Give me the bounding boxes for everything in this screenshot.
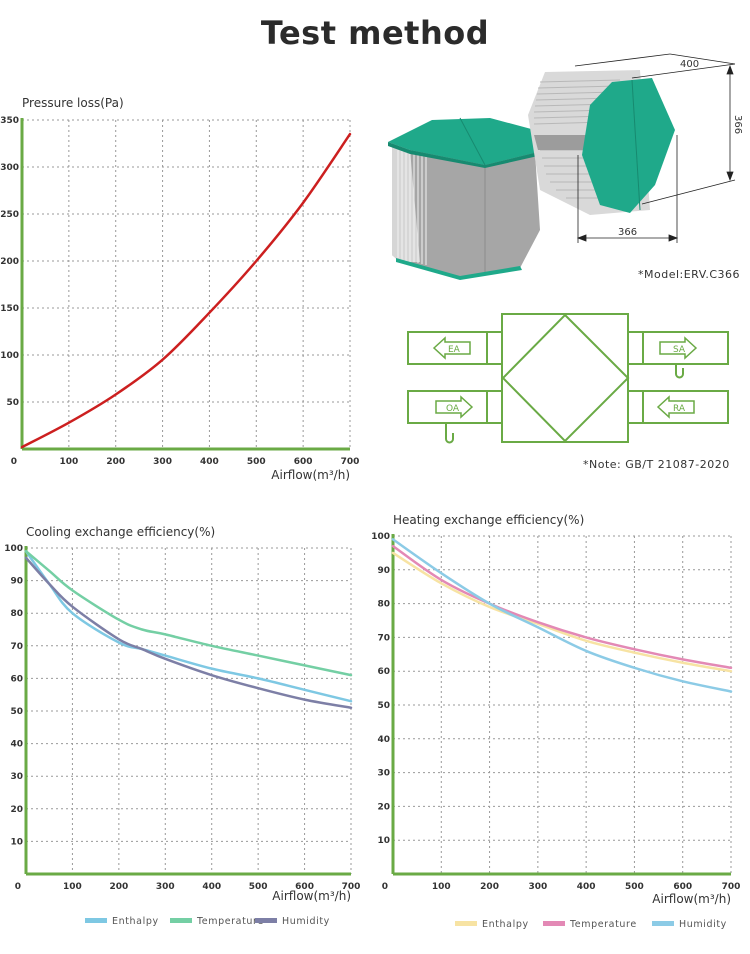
dim-width-label: 366 (618, 227, 637, 238)
series-line-humidity (391, 538, 733, 693)
y-tick-label: 60 (377, 667, 390, 677)
x-tick-label: 200 (106, 457, 125, 467)
legend-swatch (543, 921, 565, 926)
series-line-enthalpy (24, 550, 353, 703)
y-tick-label: 350 (0, 116, 19, 126)
legend-label: Temperature (196, 916, 264, 927)
x-tick-label: 100 (432, 882, 451, 892)
return-air-label: RA (673, 404, 686, 414)
legend-swatch (170, 918, 192, 923)
page-title: Test method (260, 14, 490, 52)
x-tick-label: 700 (722, 882, 741, 892)
outdoor-air-label: OA (446, 404, 460, 414)
x-tick-label: 0 (11, 457, 17, 467)
heat-exchanger-illustration: 400 366 366 (388, 53, 743, 280)
y-tick-label: 70 (377, 633, 390, 643)
x-tick-label: 400 (200, 457, 219, 467)
legend-swatch (255, 918, 277, 923)
y-tick-label: 50 (6, 398, 19, 408)
x-tick-label: 700 (341, 457, 360, 467)
legend-label: Enthalpy (482, 919, 529, 930)
chart-title: Cooling exchange efficiency(%) (26, 525, 215, 539)
y-tick-label: 90 (377, 566, 390, 576)
y-tick-label: 250 (0, 210, 19, 220)
x-tick-label: 400 (202, 882, 221, 892)
chart-title: Pressure loss(Pa) (22, 96, 124, 110)
dimension-lines (574, 53, 736, 243)
x-tick-label: 300 (156, 882, 175, 892)
legend-swatch (652, 921, 674, 926)
y-tick-label: 10 (10, 837, 23, 847)
y-tick-label: 90 (10, 577, 23, 587)
y-tick-label: 200 (0, 257, 19, 267)
x-tick-label: 100 (59, 457, 78, 467)
legend-label: Enthalpy (112, 916, 159, 927)
y-tick-label: 70 (10, 642, 23, 652)
y-tick-label: 40 (377, 735, 390, 745)
y-tick-label: 100 (4, 544, 23, 554)
y-tick-label: 40 (10, 740, 23, 750)
x-tick-label: 100 (63, 882, 82, 892)
y-tick-label: 30 (10, 772, 23, 782)
x-tick-label: 0 (15, 882, 21, 892)
legend-swatch (455, 921, 477, 926)
exhaust-air-label: EA (448, 345, 461, 355)
x-tick-label: 200 (109, 882, 128, 892)
x-tick-label: 0 (382, 882, 388, 892)
airflow-diagram: EA SA OA RA (407, 313, 729, 444)
standard-note: *Note: GB/T 21087-2020 (583, 458, 730, 471)
y-tick-label: 10 (377, 836, 390, 846)
legend-swatch (85, 918, 107, 923)
exchanger-core-rotated (528, 70, 675, 215)
x-tick-label: 600 (295, 882, 314, 892)
series-line-temperature (24, 550, 353, 677)
series-line-temperature (391, 544, 733, 670)
supply-air-label: SA (673, 345, 686, 355)
x-tick-label: 200 (480, 882, 499, 892)
x-tick-label: 500 (249, 882, 268, 892)
y-tick-label: 50 (10, 707, 23, 717)
x-tick-label: 500 (625, 882, 644, 892)
y-tick-label: 30 (377, 769, 390, 779)
series-line-humidity (24, 556, 353, 709)
y-tick-label: 80 (10, 609, 23, 619)
x-axis-label: Airflow(m³/h) (272, 889, 351, 903)
y-tick-label: 300 (0, 163, 19, 173)
dim-height-label: 366 (732, 115, 743, 134)
x-tick-label: 700 (342, 882, 361, 892)
legend-label: Humidity (679, 919, 727, 930)
exchanger-core-front (388, 117, 540, 280)
y-tick-label: 100 (371, 532, 390, 542)
x-tick-label: 600 (294, 457, 313, 467)
x-tick-label: 400 (577, 882, 596, 892)
series-line-enthalpy (391, 551, 733, 673)
x-axis-label: Airflow(m³/h) (652, 892, 731, 906)
legend-label: Temperature (569, 919, 637, 930)
y-tick-label: 50 (377, 701, 390, 711)
model-note: *Model:ERV.C366 (638, 268, 741, 281)
series-line-pressure-loss (20, 132, 352, 449)
dim-length-label: 400 (680, 59, 699, 70)
y-tick-label: 80 (377, 600, 390, 610)
x-tick-label: 500 (247, 457, 266, 467)
x-tick-label: 300 (528, 882, 547, 892)
y-tick-label: 100 (0, 351, 19, 361)
y-tick-label: 20 (10, 805, 23, 815)
x-axis-label: Airflow(m³/h) (271, 468, 350, 482)
y-tick-label: 150 (0, 304, 19, 314)
x-tick-label: 300 (153, 457, 172, 467)
x-tick-label: 600 (673, 882, 692, 892)
y-tick-label: 20 (377, 802, 390, 812)
chart-title: Heating exchange efficiency(%) (393, 513, 584, 527)
legend-label: Humidity (282, 916, 330, 927)
y-tick-label: 60 (10, 674, 23, 684)
